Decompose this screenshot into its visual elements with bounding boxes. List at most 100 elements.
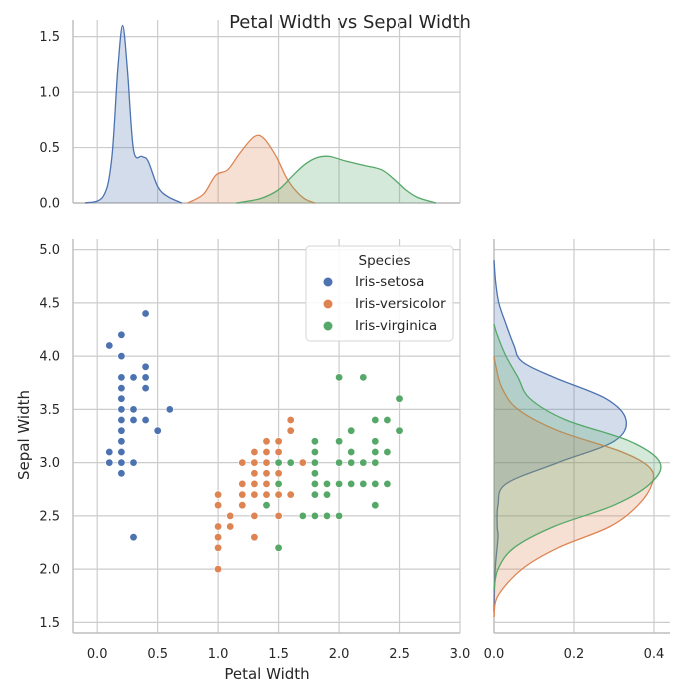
x-tick-label: 1.0: [208, 647, 229, 662]
scatter-point: [359, 373, 368, 382]
legend: Species Iris-setosa Iris-versicolor Iris-vi…: [305, 245, 454, 342]
scatter-point: [335, 479, 344, 488]
scatter-point: [335, 437, 344, 446]
x-tick-label: 2.0: [329, 647, 350, 662]
right-x-tick-label: 0.2: [564, 647, 585, 662]
y-tick-label: 2.0: [39, 563, 60, 578]
y-tick-label: 3.5: [39, 403, 60, 418]
top-y-tick-label: 1.0: [39, 86, 60, 101]
chart-title: Petal Width vs Sepal Width: [229, 12, 471, 33]
scatter-point: [141, 373, 150, 382]
scatter-point: [105, 458, 114, 467]
scatter-point: [226, 522, 235, 531]
scatter-point: [371, 437, 380, 446]
scatter-point: [238, 479, 247, 488]
scatter-point: [117, 394, 126, 403]
legend-marker: [323, 299, 333, 309]
scatter-point: [238, 490, 247, 499]
scatter-point: [371, 501, 380, 510]
scatter-point: [214, 543, 223, 552]
scatter-point: [117, 458, 126, 467]
scatter-point: [383, 447, 392, 456]
scatter-point: [395, 426, 404, 435]
scatter-point: [274, 469, 283, 478]
legend-entry: Iris-setosa: [355, 274, 424, 290]
y-tick-label: 5.0: [39, 243, 60, 258]
y-tick-label: 2.5: [39, 509, 60, 524]
legend-entry: Iris-virginica: [355, 318, 437, 334]
legend-box: [305, 245, 454, 342]
y-tick-label: 1.5: [39, 616, 60, 631]
scatter-point: [347, 479, 356, 488]
scatter-point: [250, 458, 259, 467]
x-tick-label: 1.5: [268, 647, 289, 662]
top-y-tick-label: 1.5: [39, 30, 60, 45]
scatter-point: [335, 373, 344, 382]
scatter-point: [359, 479, 368, 488]
scatter-point: [310, 458, 319, 467]
scatter-point: [371, 479, 380, 488]
x-tick-label: 3.0: [450, 647, 471, 662]
scatter-point: [250, 533, 259, 542]
scatter-point: [310, 447, 319, 456]
right-kde-area: [494, 260, 627, 612]
scatter-point: [310, 479, 319, 488]
scatter-point: [117, 330, 126, 339]
scatter-point: [274, 479, 283, 488]
legend-title: Species: [359, 253, 411, 269]
scatter-point: [274, 490, 283, 499]
y-tick-label: 4.0: [39, 350, 60, 365]
top-kde-area: [85, 25, 182, 203]
scatter-point: [322, 511, 331, 520]
scatter-point: [117, 415, 126, 424]
scatter-point: [250, 490, 259, 499]
scatter-point: [262, 479, 271, 488]
legend-marker: [323, 321, 333, 331]
scatter-point: [117, 352, 126, 361]
scatter-point: [214, 501, 223, 510]
scatter-point: [214, 565, 223, 574]
right-x-tick-label: 0.4: [644, 647, 665, 662]
scatter-point: [286, 490, 295, 499]
scatter-point: [141, 309, 150, 318]
x-tick-label: 2.5: [389, 647, 410, 662]
right-kde-line: [493, 355, 655, 618]
scatter-point: [250, 479, 259, 488]
scatter-point: [347, 426, 356, 435]
scatter-point: [286, 415, 295, 424]
scatter-point: [141, 362, 150, 371]
top-kde-line: [84, 24, 183, 204]
scatter-point: [322, 490, 331, 499]
scatter-point: [129, 415, 138, 424]
scatter-point: [359, 458, 368, 467]
scatter-point: [153, 426, 162, 435]
scatter-point: [262, 501, 271, 510]
scatter-point: [129, 533, 138, 542]
scatter-point: [262, 490, 271, 499]
scatter-point: [129, 458, 138, 467]
scatter-point: [105, 447, 114, 456]
scatter-point: [238, 458, 247, 467]
scatter-point: [371, 447, 380, 456]
scatter-point: [335, 511, 344, 520]
legend-entry: Iris-versicolor: [355, 296, 446, 312]
right-kde-area: [494, 356, 654, 617]
scatter-point: [165, 405, 174, 414]
scatter-point: [117, 384, 126, 393]
right-x-tick-label: 0.0: [484, 647, 505, 662]
right-kde-line: [493, 324, 662, 591]
scatter-point: [383, 479, 392, 488]
scatter-point: [274, 543, 283, 552]
right-kde-area: [494, 324, 661, 591]
scatter-point: [322, 479, 331, 488]
scatter-point: [105, 341, 114, 350]
scatter-point: [286, 426, 295, 435]
scatter-point: [117, 447, 126, 456]
scatter-point: [141, 384, 150, 393]
top-kde-line: [187, 134, 316, 204]
x-tick-label: 0.5: [147, 647, 168, 662]
scatter-point: [141, 415, 150, 424]
scatter-point: [310, 437, 319, 446]
scatter-panel: 0.0 0.5 1.0 1.5 2.0 2.5 3.0 1.5 2.0 2.5 3.0 3.5 4.0 4…: [39, 239, 470, 662]
